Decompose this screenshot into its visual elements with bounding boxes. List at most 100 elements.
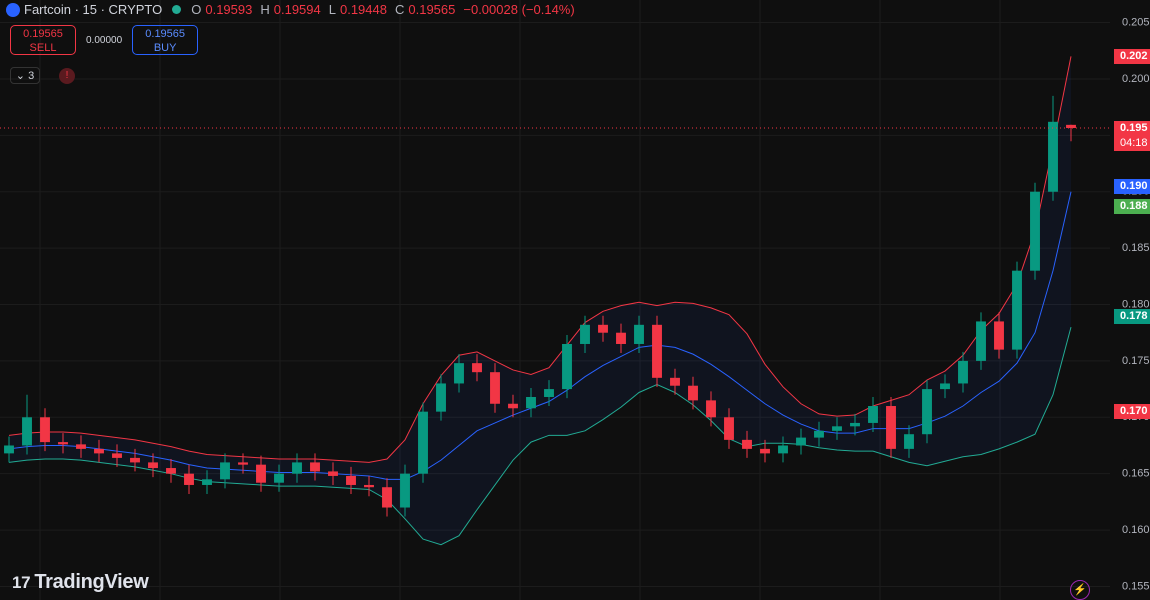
price-badge: 0.202 xyxy=(1114,49,1150,64)
candle-body xyxy=(382,487,392,508)
candle-body xyxy=(994,321,1004,350)
coin-icon xyxy=(6,2,20,17)
candle-body xyxy=(544,389,554,397)
status-dot xyxy=(172,5,182,14)
candle-body xyxy=(706,400,716,418)
candle-body xyxy=(940,383,950,390)
sell-button[interactable]: 0.19565 SELL xyxy=(10,25,76,55)
y-tick-label: 0.180 xyxy=(1122,298,1150,310)
candle-body xyxy=(76,444,86,449)
y-tick-label: 0.200 xyxy=(1122,73,1150,85)
candle-body xyxy=(868,406,878,423)
bolt-icon[interactable]: ⚡ xyxy=(1070,580,1090,600)
candle-body xyxy=(292,462,302,474)
candle-body xyxy=(346,475,356,485)
candle-body xyxy=(796,437,806,446)
logo[interactable]: 17 TradingView xyxy=(12,571,149,593)
open-label: O xyxy=(191,2,202,17)
candle-body xyxy=(850,422,860,427)
trade-panel: 0.19565 SELL 0.00000 0.19565 BUY xyxy=(10,25,199,55)
symbol[interactable]: Fartcoin · 15 · CRYPTO xyxy=(24,2,163,17)
band-fill xyxy=(9,56,1071,545)
candle-body xyxy=(40,417,50,443)
open-value: 0.19593 xyxy=(205,2,253,17)
candle-body xyxy=(58,442,68,445)
candle-body xyxy=(472,363,482,373)
candle-body xyxy=(400,473,410,508)
candle-body xyxy=(778,445,788,454)
band-upper xyxy=(8,56,1072,463)
price-badge: 0.195 04:18 xyxy=(1114,121,1150,151)
candle-body xyxy=(364,484,374,488)
candle-body xyxy=(328,471,338,476)
candle-body xyxy=(1012,270,1022,350)
buy-button[interactable]: 0.19565 BUY xyxy=(132,25,199,55)
price-badge: 0.170 xyxy=(1114,404,1150,419)
buy-price: 0.19565 xyxy=(145,28,186,40)
y-tick-label: 0.165 xyxy=(1122,468,1150,480)
candle-body xyxy=(1030,191,1040,271)
candle-body xyxy=(220,462,230,480)
candle-body xyxy=(832,426,842,431)
badge-text: 0.195 xyxy=(1120,122,1148,134)
warning-icon[interactable]: ! xyxy=(59,68,75,84)
badge-text: 0.178 xyxy=(1120,310,1148,322)
sell-price: 0.19565 xyxy=(23,28,63,40)
candle-body xyxy=(562,343,572,390)
badge-countdown: 04:18 xyxy=(1120,137,1148,149)
candle-body xyxy=(616,332,626,344)
high-label: H xyxy=(260,2,270,17)
y-tick-label: 0.155 xyxy=(1122,580,1150,592)
candle-body xyxy=(238,462,248,465)
candle-body xyxy=(94,448,104,454)
close-label: C xyxy=(394,2,405,17)
close-value: 0.19565 xyxy=(408,2,456,17)
candle-body xyxy=(202,479,212,485)
low-label: L xyxy=(328,2,336,17)
candle-body xyxy=(166,468,176,474)
candle-body xyxy=(598,324,608,333)
y-tick-label: 0.185 xyxy=(1122,242,1150,254)
candle-body xyxy=(922,389,932,435)
price-badge: 0.188 xyxy=(1114,199,1150,214)
candle-body xyxy=(670,377,680,386)
candle-body xyxy=(904,434,914,449)
candle-body xyxy=(112,453,122,458)
candle-body xyxy=(508,403,518,409)
badge-text: 0.170 xyxy=(1120,405,1148,417)
candle-body xyxy=(274,473,284,483)
candle-body xyxy=(130,457,140,463)
badge-text: 0.190 xyxy=(1120,180,1148,192)
candle-body xyxy=(724,417,734,440)
low-value: 0.19448 xyxy=(339,2,387,17)
candle-body xyxy=(688,385,698,401)
candle-body xyxy=(184,473,194,485)
symbol-header: Fartcoin · 15 · CRYPTO O 0.19593 H 0.19594… xyxy=(6,2,579,17)
candle-body xyxy=(886,406,896,449)
badge-text: 0.202 xyxy=(1120,50,1148,62)
indicators-toggle[interactable]: ⌄ 3 xyxy=(10,67,40,84)
candle-body xyxy=(454,363,464,384)
indicators-count: 3 xyxy=(28,70,35,82)
candle-body xyxy=(256,464,266,483)
buy-label: BUY xyxy=(153,42,177,54)
candle-body xyxy=(742,439,752,449)
candle-body xyxy=(1048,121,1058,192)
logo-text: TradingView xyxy=(34,571,149,593)
high-value: 0.19594 xyxy=(273,2,321,17)
price-badge: 0.178 xyxy=(1114,309,1150,324)
candle-body xyxy=(634,324,644,344)
y-tick-label: 0.205 xyxy=(1122,16,1150,28)
candle-body xyxy=(814,430,824,438)
candle-body xyxy=(580,324,590,344)
change: −0.00028 (−0.14%) xyxy=(463,2,575,17)
candle-body xyxy=(310,462,320,472)
candle-body xyxy=(436,383,446,412)
sell-label: SELL xyxy=(29,42,57,54)
candle-body xyxy=(490,372,500,404)
candle-body xyxy=(22,417,32,446)
y-tick-label: 0.175 xyxy=(1122,355,1150,367)
candle-body xyxy=(760,448,770,454)
